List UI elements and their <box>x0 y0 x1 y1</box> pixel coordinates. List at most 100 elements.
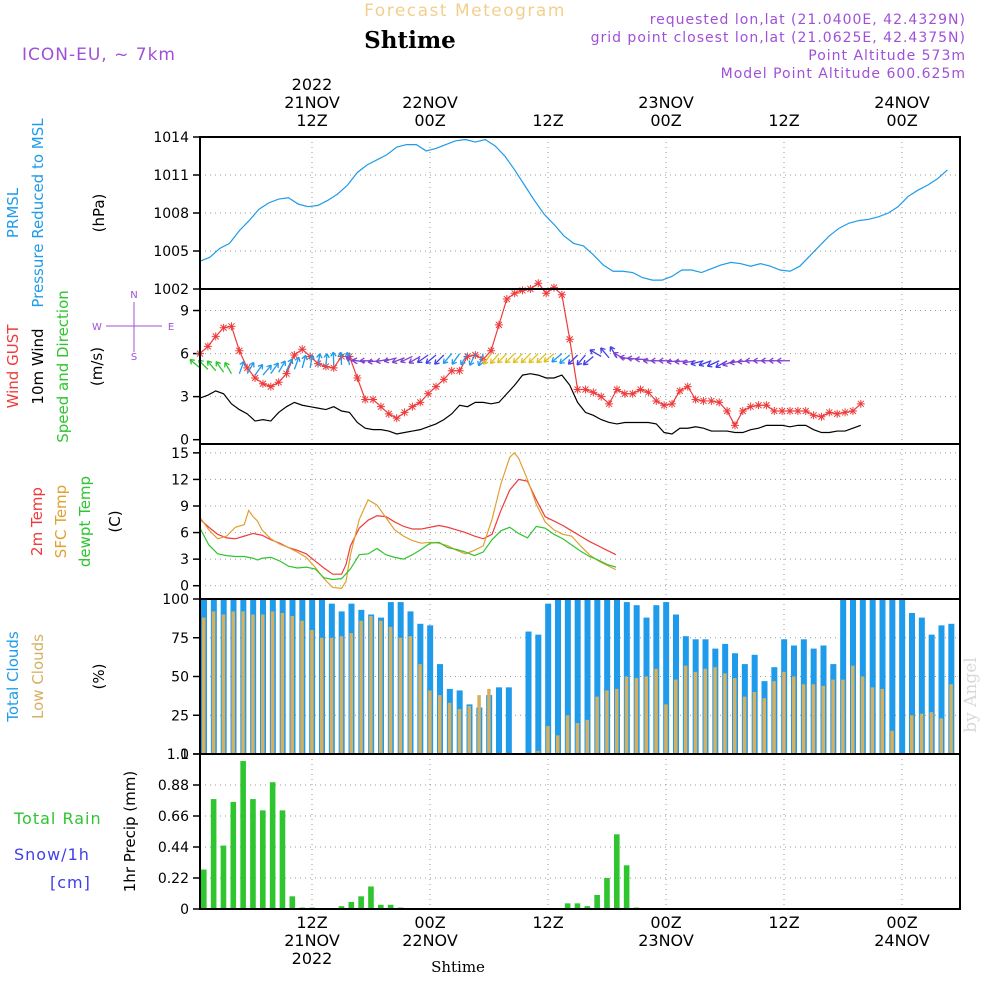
total-cloud-bar <box>869 599 876 754</box>
low-cloud-bar <box>654 668 658 754</box>
wind-arrowhead <box>351 357 358 364</box>
gust-marker <box>597 392 606 401</box>
wind-arrowhead <box>383 357 390 364</box>
precip-bar <box>348 901 355 909</box>
gust-marker <box>258 379 267 388</box>
wind-arrowhead <box>257 363 264 370</box>
panel-label: SFC Temp <box>52 485 70 558</box>
gust-marker <box>424 389 433 398</box>
low-cloud-bar <box>742 696 747 754</box>
wind-arrow <box>317 353 321 367</box>
low-cloud-bar <box>339 636 344 754</box>
low-cloud-bar <box>733 678 737 754</box>
low-cloud-bar <box>772 681 776 754</box>
gust-marker <box>746 402 755 411</box>
low-cloud-bar <box>398 637 403 754</box>
total-cloud-bar <box>909 612 915 754</box>
low-cloud-bar <box>595 696 599 754</box>
panel-frame <box>199 288 961 445</box>
bottom-time-label: 21NOV <box>284 931 340 950</box>
low-cloud-bar <box>369 616 373 754</box>
gust-marker <box>809 411 818 420</box>
gust-marker <box>439 375 448 384</box>
wind-arrow <box>469 353 476 366</box>
total-cloud-bar <box>594 599 601 754</box>
wind-arrow <box>189 359 201 369</box>
wind-arrowhead <box>722 360 728 367</box>
gust-marker <box>353 373 362 382</box>
wind-arrowhead <box>248 361 255 368</box>
low-cloud-bar <box>477 695 481 754</box>
y-tick-label: 1005 <box>153 244 189 260</box>
bottom-time-label: 22NOV <box>402 931 458 950</box>
gust-marker <box>581 385 590 394</box>
snow-unit-label: [cm] <box>50 873 91 892</box>
precip-bar <box>220 845 227 909</box>
wind-arrowhead <box>543 356 550 363</box>
panel-label: Speed and Direction <box>54 290 72 443</box>
gust-marker <box>290 351 299 360</box>
gust-marker <box>730 421 739 430</box>
low-cloud-bar <box>467 705 471 754</box>
wind-arrow <box>375 358 389 363</box>
wind-arrow <box>551 353 563 363</box>
precip-bar <box>240 761 246 909</box>
bottom-time-label: 2022 <box>292 949 333 968</box>
gust-marker <box>251 373 260 382</box>
wind-arrow <box>600 347 610 359</box>
wind-arrow <box>246 362 255 375</box>
precip-bar <box>279 810 286 909</box>
wind-arrowhead <box>468 360 475 366</box>
y-tick-label: 100 <box>162 592 189 608</box>
gust-marker <box>801 406 810 415</box>
low-cloud-bar <box>919 713 924 754</box>
wind-arrowhead <box>416 357 423 364</box>
gust-marker <box>384 409 393 418</box>
wind-arrowhead <box>460 359 466 366</box>
gust-marker <box>369 395 378 404</box>
gust-marker <box>841 408 850 417</box>
y-tick-label: 1014 <box>153 130 189 146</box>
wind-arrowhead <box>434 359 440 365</box>
y-tick-label: 25 <box>171 708 189 724</box>
gust-marker <box>652 396 661 405</box>
gust-marker <box>589 388 598 397</box>
wind-arrowhead <box>266 364 272 371</box>
y-tick-label: 3 <box>180 390 189 406</box>
wind-arrow <box>238 361 245 374</box>
wind-arrow <box>520 353 531 364</box>
gust-marker <box>715 398 724 407</box>
wind-arrowhead <box>330 351 337 357</box>
wind-arrow <box>451 353 461 365</box>
wind-arrowhead <box>737 358 743 365</box>
precip-bar <box>260 810 266 909</box>
y-tick-label: 1008 <box>153 206 189 222</box>
low-cloud-bar <box>723 673 727 754</box>
gust-marker <box>432 382 440 391</box>
compass-west: W <box>92 322 102 333</box>
panel-1: 1002 1005 1008 1011 1014 PRMSL Pressure Reduce… <box>4 118 961 308</box>
wind-arrow <box>301 355 307 369</box>
total-cloud-bar <box>564 599 571 754</box>
wind-arrowhead <box>408 358 415 364</box>
low-cloud-bar <box>949 684 953 754</box>
low-cloud-bar <box>251 614 255 754</box>
low-cloud-bar <box>851 665 855 754</box>
location-title: Shtime <box>364 27 456 54</box>
y-tick-label: 12 <box>171 472 189 488</box>
total-cloud-bar <box>505 687 512 754</box>
low-cloud-bar <box>556 735 560 754</box>
wind-arrowhead <box>482 359 489 365</box>
top-time-label: 00Z <box>414 111 445 130</box>
gust-marker <box>612 385 621 394</box>
precip-bar <box>604 878 610 909</box>
wind-arrow <box>543 353 555 363</box>
wind-arrowhead <box>642 357 648 364</box>
precip-bar <box>623 865 630 909</box>
bottom-time-label: 23NOV <box>638 931 694 950</box>
wind-arrow <box>497 353 508 364</box>
wind-arrowhead <box>674 358 680 365</box>
wind-arrowhead <box>745 357 751 364</box>
gust-marker <box>306 352 315 361</box>
